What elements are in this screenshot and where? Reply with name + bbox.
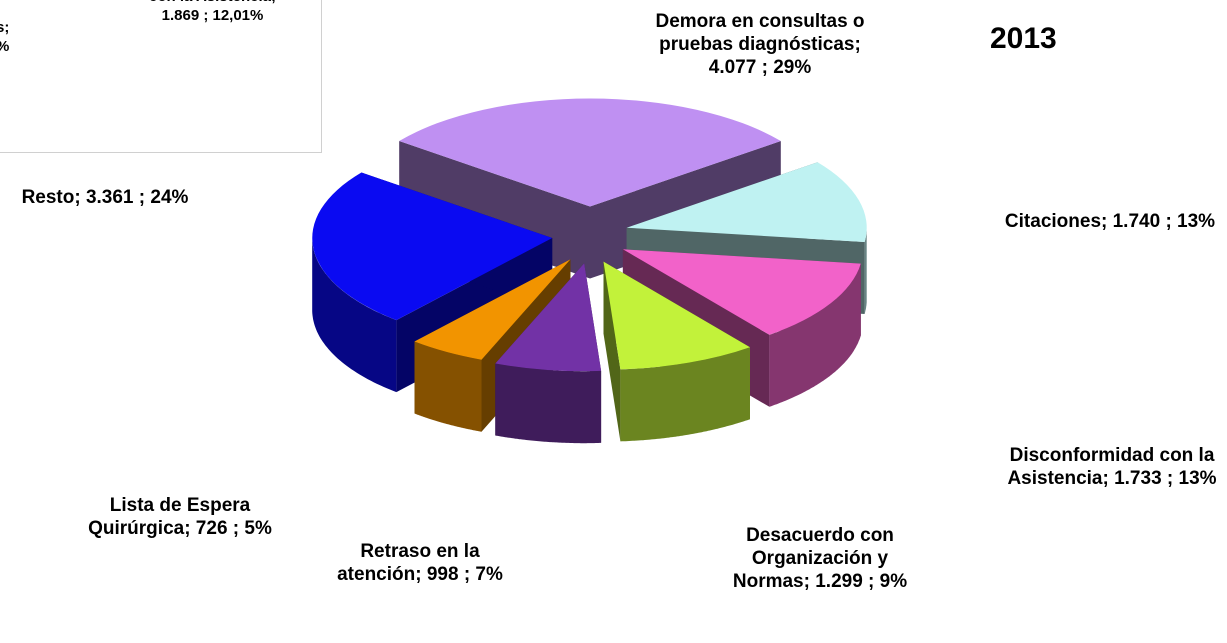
slice [414,259,571,360]
slice-side [312,237,397,393]
fragment-label: % [0,37,26,56]
slice-side [495,363,602,444]
data-label: Disconformidad con la Asistencia; 1.733 … [1007,445,1217,489]
fragment-label: s; [0,19,10,36]
slice [626,162,867,242]
slice [622,249,861,335]
slice [495,263,602,372]
partial-chart-box [0,0,322,153]
slice [399,98,781,207]
slice-side [864,226,867,314]
data-label: Lista de Espera Quirúrgica; 726 ; 5% [88,495,272,539]
data-label: Desacuerdo con Organización y Normas; 1.… [732,525,908,592]
data-label: Retraso en la atención; 998 ; 7% [337,541,503,585]
slice-side [620,347,750,442]
slice-side [414,341,482,432]
data-label: Demora en consultas o pruebas diagnóstic… [655,11,865,78]
slice [603,261,750,370]
slice-side [603,261,621,442]
data-label: Citaciones; 1.740 ; 13% [1004,211,1216,232]
slice [312,172,553,321]
slice-side [769,263,861,407]
chart-title: 2013 [990,22,1057,55]
data-label: Resto; 3.361 ; 24% [21,187,189,208]
fragment-label: con la Asistencia; 1.869 ; 12,01% [149,0,276,24]
